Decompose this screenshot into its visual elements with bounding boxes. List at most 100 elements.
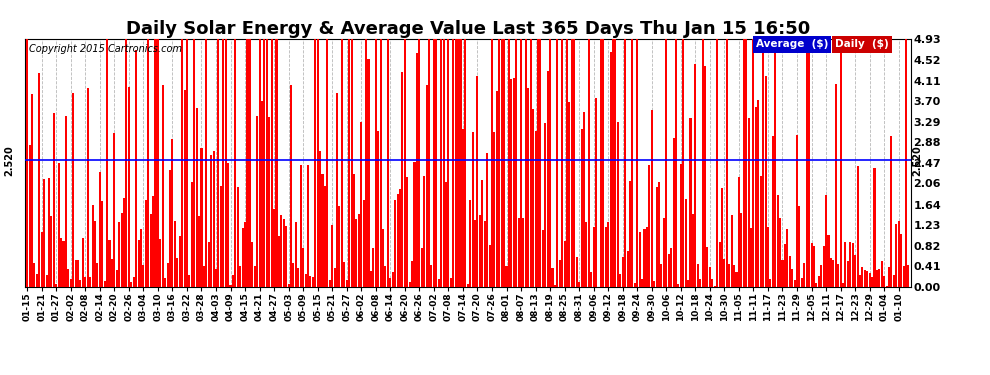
Bar (578, 282, 580, 287)
Bar (667, 254, 670, 287)
Bar (428, 39, 430, 287)
Bar (140, 229, 142, 287)
Bar (270, 39, 272, 287)
Bar (365, 39, 367, 287)
Bar (711, 279, 714, 287)
Bar (844, 242, 846, 287)
Bar (624, 39, 626, 287)
Bar (344, 262, 346, 287)
Bar (890, 136, 892, 287)
Bar (806, 39, 808, 287)
Bar (840, 39, 842, 287)
Bar (350, 39, 352, 287)
Bar (222, 39, 225, 287)
Bar (908, 265, 910, 287)
Bar (295, 222, 297, 287)
Bar (387, 39, 389, 287)
Bar (866, 272, 868, 287)
Bar (322, 174, 324, 287)
Bar (44, 179, 46, 287)
Bar (752, 39, 754, 287)
Bar (820, 265, 823, 287)
Bar (772, 136, 774, 287)
Bar (672, 138, 674, 287)
Bar (188, 275, 190, 287)
Bar (404, 39, 406, 287)
Bar (154, 39, 156, 287)
Bar (406, 177, 408, 287)
Bar (436, 39, 438, 287)
Bar (825, 195, 827, 287)
Bar (332, 225, 334, 287)
Bar (152, 196, 154, 287)
Text: 2.520: 2.520 (913, 145, 923, 176)
Bar (307, 165, 309, 287)
Bar (764, 76, 766, 287)
Bar (379, 39, 382, 287)
Bar (660, 264, 662, 287)
Bar (846, 261, 848, 287)
Bar (164, 279, 166, 287)
Bar (99, 172, 101, 287)
Bar (210, 156, 212, 287)
Bar (377, 131, 379, 287)
Bar (355, 219, 357, 287)
Bar (639, 232, 641, 287)
Bar (87, 88, 89, 287)
Bar (503, 39, 505, 287)
Bar (166, 263, 168, 287)
Bar (26, 39, 28, 287)
Bar (842, 283, 844, 287)
Bar (200, 148, 203, 287)
Bar (336, 93, 338, 287)
Bar (535, 131, 537, 287)
Bar (602, 39, 604, 287)
Bar (232, 275, 234, 287)
Bar (213, 150, 215, 287)
Bar (256, 116, 258, 287)
Bar (34, 263, 36, 287)
Bar (612, 39, 614, 287)
Bar (588, 39, 590, 287)
Bar (275, 39, 277, 287)
Bar (694, 64, 696, 287)
Bar (317, 39, 319, 287)
Bar (116, 270, 118, 287)
Bar (375, 39, 377, 287)
Bar (74, 260, 76, 287)
Bar (714, 286, 716, 287)
Bar (637, 39, 639, 287)
Bar (546, 71, 548, 287)
Bar (174, 220, 176, 287)
Bar (273, 209, 275, 287)
Bar (540, 39, 542, 287)
Bar (312, 277, 314, 287)
Bar (476, 76, 478, 287)
Bar (372, 248, 374, 287)
Bar (285, 226, 287, 287)
Bar (362, 200, 364, 287)
Bar (876, 270, 878, 287)
Bar (757, 100, 759, 287)
Bar (774, 39, 776, 287)
Bar (528, 88, 530, 287)
Bar (196, 108, 198, 287)
Bar (466, 284, 469, 287)
Bar (319, 151, 321, 287)
Bar (389, 278, 391, 287)
Bar (510, 79, 513, 287)
Bar (750, 228, 752, 287)
Bar (508, 39, 510, 287)
Bar (353, 174, 355, 287)
Bar (634, 284, 636, 287)
Bar (334, 268, 336, 287)
Bar (225, 39, 227, 287)
Bar (300, 165, 302, 287)
Bar (265, 39, 268, 287)
Bar (261, 100, 263, 287)
Bar (253, 266, 255, 287)
Bar (91, 206, 94, 287)
Bar (156, 39, 159, 287)
Bar (394, 200, 396, 287)
Bar (48, 178, 50, 287)
